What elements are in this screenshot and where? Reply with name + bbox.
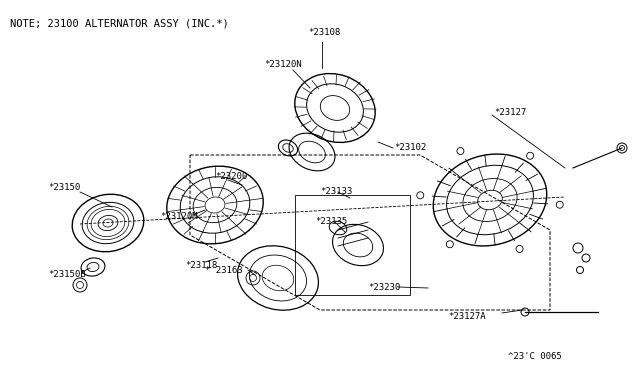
Text: *23108: *23108 — [308, 28, 340, 37]
Text: *23230: *23230 — [368, 283, 400, 292]
Text: *23120M: *23120M — [160, 212, 198, 221]
Text: *23127A: *23127A — [448, 312, 486, 321]
Text: NOTE; 23100 ALTERNATOR ASSY (INC.*): NOTE; 23100 ALTERNATOR ASSY (INC.*) — [10, 18, 228, 28]
Text: *23133: *23133 — [320, 187, 352, 196]
Text: * 23163: * 23163 — [205, 266, 243, 275]
Text: *23150: *23150 — [48, 183, 80, 192]
Text: *23120N: *23120N — [264, 60, 301, 69]
Text: *23135: *23135 — [315, 217, 348, 226]
Text: *23118: *23118 — [185, 261, 217, 270]
Text: *23127: *23127 — [494, 108, 526, 117]
Text: *23200: *23200 — [215, 172, 247, 181]
Text: *23102: *23102 — [394, 143, 426, 152]
Text: *23150B: *23150B — [48, 270, 86, 279]
Text: ^23'C 0065: ^23'C 0065 — [508, 352, 562, 361]
